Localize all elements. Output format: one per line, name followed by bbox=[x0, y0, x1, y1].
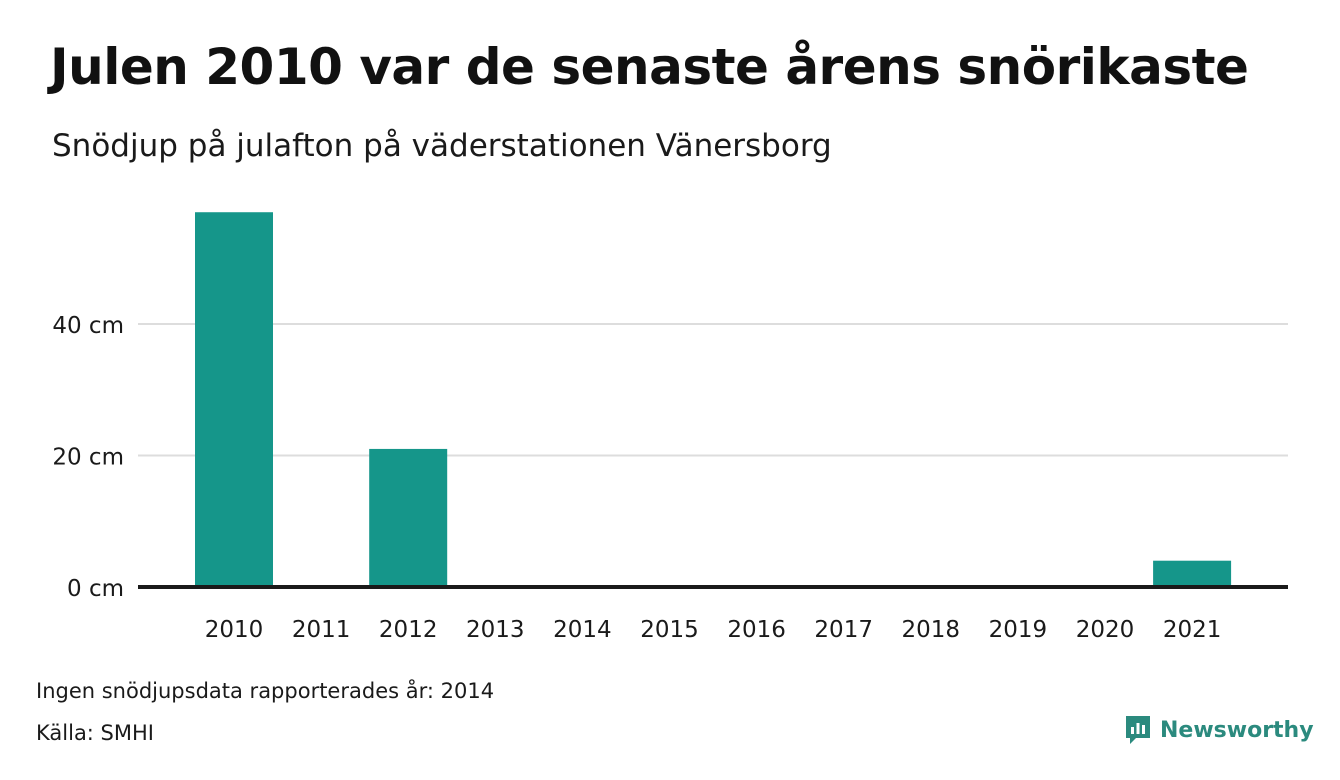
chart-title: Julen 2010 var de senaste årens snörikas… bbox=[50, 38, 1249, 96]
chart-subtitle: Snödjup på julafton på väderstationen Vä… bbox=[52, 128, 832, 164]
brand-logo: Newsworthy bbox=[1124, 714, 1314, 746]
x-tick-label: 2016 bbox=[727, 617, 786, 643]
y-tick-label: 20 cm bbox=[52, 445, 124, 471]
y-tick-label: 40 cm bbox=[52, 313, 124, 339]
x-tick-label: 2011 bbox=[292, 617, 351, 643]
bar-2010 bbox=[195, 212, 273, 587]
x-tick-label: 2017 bbox=[814, 617, 873, 643]
newsworthy-logo-icon bbox=[1126, 716, 1150, 744]
x-axis-ticks: 2010 2011 2012 2013 2014 2015 2016 2017 2018 2019… bbox=[205, 617, 1222, 643]
bar-2012 bbox=[369, 448, 448, 587]
x-tick-label: 2012 bbox=[379, 617, 438, 643]
x-tick-label: 2014 bbox=[553, 617, 612, 643]
x-tick-label: 2020 bbox=[1076, 617, 1135, 643]
x-tick-label: 2013 bbox=[466, 617, 525, 643]
x-tick-label: 2021 bbox=[1163, 617, 1222, 643]
x-tick-label: 2018 bbox=[902, 617, 961, 643]
source-note: Källa: SMHI bbox=[36, 721, 154, 745]
brand-name: Newsworthy bbox=[1160, 717, 1314, 743]
footnote: Ingen snödjupsdata rapporterades år: 201… bbox=[36, 679, 495, 703]
y-tick-label: 0 cm bbox=[67, 576, 124, 602]
bar-2021 bbox=[1153, 560, 1232, 587]
x-tick-label: 2019 bbox=[989, 617, 1048, 643]
x-tick-label: 2010 bbox=[205, 617, 264, 643]
bars bbox=[138, 212, 1288, 589]
grid-lines bbox=[138, 323, 1288, 457]
x-tick-label: 2015 bbox=[640, 617, 699, 643]
y-axis-ticks: 0 cm 20 cm 40 cm bbox=[52, 313, 124, 602]
